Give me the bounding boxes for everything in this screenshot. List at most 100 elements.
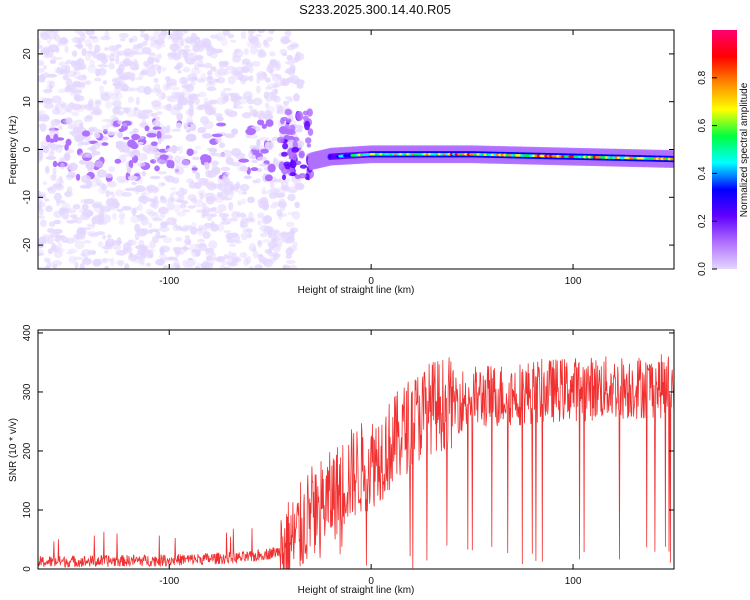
spectrogram-noise-cell xyxy=(38,109,46,116)
spectrogram-noise-cell xyxy=(107,166,116,173)
spectrogram-noise-cell xyxy=(252,110,259,118)
y-tick-label: 10 xyxy=(22,96,33,108)
spectrogram-noise-cell xyxy=(79,122,84,129)
spectrogram-noise-cell xyxy=(54,104,59,110)
spectrogram-noise-cell xyxy=(127,96,134,104)
spectrogram-noise-cell xyxy=(71,50,78,57)
spectrogram-noise-cell xyxy=(109,93,119,101)
spectrogram-noise-cell xyxy=(188,181,198,189)
spectrogram-noise-cell xyxy=(111,100,122,107)
spectrogram-noise-cell xyxy=(55,200,61,207)
spectrogram-noise-cell xyxy=(231,210,241,215)
spectrogram-noise-cell xyxy=(278,213,287,217)
spectrogram-noise-cell xyxy=(171,128,182,132)
spectrogram-noise-cell xyxy=(203,62,213,69)
spectrogram-noise-cell xyxy=(131,35,138,42)
spectrogram-transition-cell xyxy=(285,118,292,124)
spectrogram-noise-cell xyxy=(141,170,146,177)
spectrogram-noise-cell xyxy=(166,159,173,169)
spectrogram-noise-cell xyxy=(207,170,218,178)
spectrogram-noise-cell xyxy=(124,263,130,269)
spectrogram-noise-cell xyxy=(138,72,144,80)
spectrogram-noise-cell xyxy=(210,152,218,157)
spectrogram-noise-cell xyxy=(252,97,263,106)
spectrogram-noise-cell xyxy=(94,48,100,54)
spectrogram-noise-cell xyxy=(149,202,157,208)
spectrogram-noise-cell xyxy=(192,44,200,53)
spectrogram-noise-cell xyxy=(286,44,295,51)
spectrogram-noise-cell xyxy=(288,264,298,269)
spectrogram-ylabel: Frequency (Hz) xyxy=(8,116,19,185)
spectrogram-noise-cell xyxy=(241,58,251,64)
colorbar-ticks: 0.0 0.2 0.4 0.6 0.8 xyxy=(697,70,717,276)
spectrogram-noise-cell xyxy=(196,262,202,267)
spectrogram-noise-cell xyxy=(144,33,150,42)
spectrogram-noise-cell xyxy=(269,51,276,57)
spectrogram-noise-cell xyxy=(220,166,231,171)
spectrogram-noise-cell xyxy=(262,239,272,243)
spectrogram-noise-cell xyxy=(262,40,269,46)
spectrogram-noise-cell xyxy=(154,116,161,121)
spectrogram-noise-cell xyxy=(138,213,145,219)
spectrogram-noise-cell xyxy=(155,58,160,63)
spectrogram-noise-cell xyxy=(115,55,120,65)
spectrogram-noise-cell xyxy=(197,228,204,236)
spectrogram-noise-cell xyxy=(149,43,157,48)
spectrogram-noise-cell xyxy=(58,61,68,67)
spectrogram-noise-cell xyxy=(119,74,130,81)
spectrogram-track-core xyxy=(670,157,674,161)
spectrogram-noise-cell xyxy=(158,253,168,260)
spectrogram-noise-cell xyxy=(173,155,182,163)
spectrogram-noise-cell xyxy=(229,189,234,198)
spectrogram-noise-cell xyxy=(123,51,135,58)
spectrogram-noise-cell xyxy=(189,226,198,235)
spectrogram-noise-cell xyxy=(250,217,256,223)
spectrogram-noise-cell xyxy=(41,235,50,244)
spectrogram-noise-cell xyxy=(66,251,74,255)
spectrogram-noise-cell xyxy=(118,212,126,221)
spectrogram-noise-cell xyxy=(54,237,60,242)
spectrogram-noise-cell xyxy=(112,106,120,115)
spectrogram-noise-cell xyxy=(64,45,69,54)
spectrogram-transition-cell xyxy=(292,136,300,142)
spectrogram-noise-cell xyxy=(224,133,236,139)
spectrogram-noise-cell xyxy=(53,210,62,218)
spectrogram-noise-cell xyxy=(194,97,200,106)
spectrogram-noise-cell xyxy=(47,44,59,53)
spectrogram-noise-cell xyxy=(205,195,215,205)
spectrogram-noise-cell xyxy=(209,213,217,218)
spectrogram-noise-cell xyxy=(171,177,180,184)
spectrogram-noise-cell xyxy=(85,114,94,120)
spectrogram-noise-cell xyxy=(239,183,250,192)
spectrogram-noise-cell xyxy=(206,86,217,92)
spectrogram-noise-cell xyxy=(62,155,70,162)
spectrogram-noise-cell xyxy=(81,257,92,265)
spectrogram-noise-cell xyxy=(68,255,77,264)
spectrogram-noise-cell xyxy=(54,119,61,124)
spectrogram-noise-cell xyxy=(52,264,58,269)
spectrogram-noise-cell xyxy=(286,221,295,228)
spectrogram-noise-cell xyxy=(178,145,183,154)
spectrogram-noise-cell xyxy=(45,205,53,213)
spectrogram-noise-cell xyxy=(140,70,148,76)
spectrogram-noise-cell xyxy=(177,194,185,203)
spectrogram-noise-cell xyxy=(226,92,232,97)
spectrogram-noise-cell xyxy=(60,211,70,219)
spectrogram-noise-cell xyxy=(292,210,301,220)
spectrogram-noise-cell xyxy=(263,113,274,121)
spectrogram-noise-cell xyxy=(178,93,185,102)
spectrogram-noise-cell xyxy=(65,77,73,87)
spectrogram-noise-cell xyxy=(294,182,305,191)
spectrogram-noise-cell xyxy=(252,179,259,184)
spectrogram-noise-cell xyxy=(143,86,152,95)
spectrogram-noise-cell xyxy=(178,226,188,231)
spectrogram-noise-cell xyxy=(79,152,90,158)
spectrogram-noise-cell xyxy=(186,51,194,57)
spectrogram-noise-cell xyxy=(273,88,279,95)
spectrogram-noise-cell xyxy=(185,133,197,142)
snr-series-line xyxy=(38,354,674,569)
spectrogram-noise-cell xyxy=(176,112,184,121)
spectrogram-noise-cell xyxy=(87,64,97,74)
spectrogram-noise-cell xyxy=(296,52,305,61)
spectrogram-noise-cell xyxy=(233,70,241,77)
